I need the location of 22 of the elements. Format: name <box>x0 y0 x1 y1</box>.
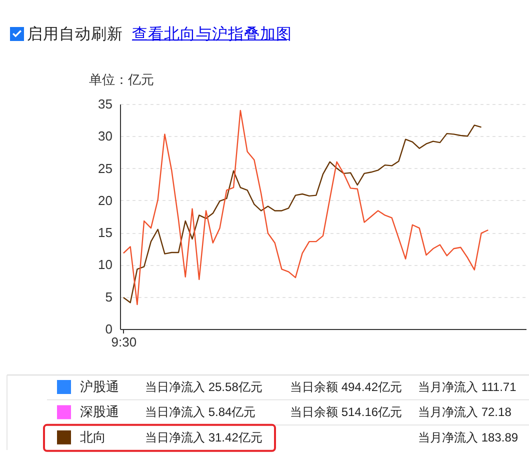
y-tick-label: 10 <box>98 257 112 272</box>
y-tick-label: 15 <box>98 225 112 240</box>
text: 当日净流入 5.84亿元 <box>145 405 256 420</box>
text: 当月净流入 183.89 <box>418 430 518 444</box>
text: 当日余额 514.16亿元 <box>290 405 402 420</box>
text: 启用自动刷新 <box>27 25 123 43</box>
x-tick-label: 9:30 <box>111 334 137 350</box>
y-axis-title: 单位：亿元 <box>89 72 154 87</box>
text: 当日净流入 25.58亿元 <box>145 380 262 394</box>
text: 当月净流入 72.18 <box>418 405 512 420</box>
text: 当月净流入 111.71 <box>418 380 517 394</box>
y-tick-label: 35 <box>98 96 112 112</box>
text: 当日余额 494.42亿元 <box>290 380 402 394</box>
text: 当日净流入 31.42亿元 <box>145 430 262 444</box>
y-tick-label: 0 <box>105 322 112 336</box>
legend-label: 北向 <box>80 429 106 444</box>
legend-label: 深股通 <box>80 404 119 420</box>
y-tick-label: 20 <box>98 192 112 208</box>
y-tick-label: 30 <box>98 128 112 144</box>
y-tick-label: 5 <box>105 289 112 304</box>
y-tick-label: 25 <box>98 160 112 176</box>
legend-label: 沪股通 <box>80 379 119 394</box>
